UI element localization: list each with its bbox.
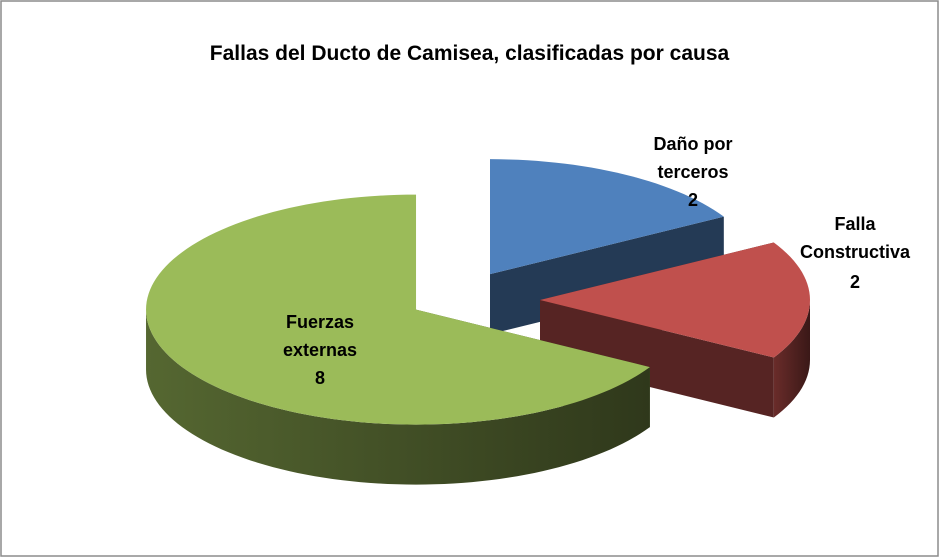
slice-label: Fuerzas externas [282,312,358,360]
slice-value: 2 [687,190,698,210]
slice [540,242,810,358]
chart-title: Fallas del Ducto de Camisea, clasificada… [209,42,730,65]
slice [146,194,650,425]
slice-value: 8 [314,368,325,388]
slice [490,159,724,275]
pie [146,159,810,485]
slice-wall [773,300,810,418]
slice-label: Falla Constructiva [799,214,911,262]
slice-value: 2 [849,272,860,292]
slice-wall [146,309,650,485]
slice-label: Daño por terceros [653,134,733,182]
slice-side [540,300,774,418]
